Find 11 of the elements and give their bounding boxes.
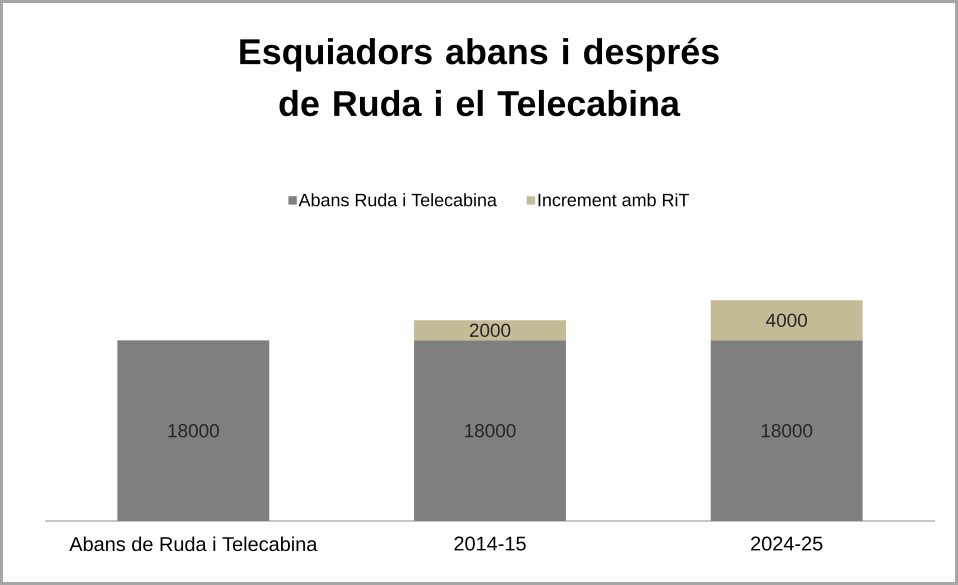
data-label: 4000 <box>766 314 807 327</box>
x-tick-label: Abans de Ruda i Telecabina <box>69 536 318 552</box>
data-label: 18000 <box>465 424 516 438</box>
x-tick-label: 2024-25 <box>751 536 822 551</box>
x-tick-label: 2014-15 <box>454 536 526 551</box>
data-label: 18000 <box>168 424 219 438</box>
data-label: 18000 <box>762 424 812 438</box>
legend-label: Increment amb RiT <box>538 193 689 206</box>
legend-label: Abans Ruda i Telecabina <box>298 193 497 206</box>
chart-title: Esquiadors abans i després de Ruda i el Telecabina <box>240 38 719 116</box>
data-label: 2000 <box>470 324 510 338</box>
